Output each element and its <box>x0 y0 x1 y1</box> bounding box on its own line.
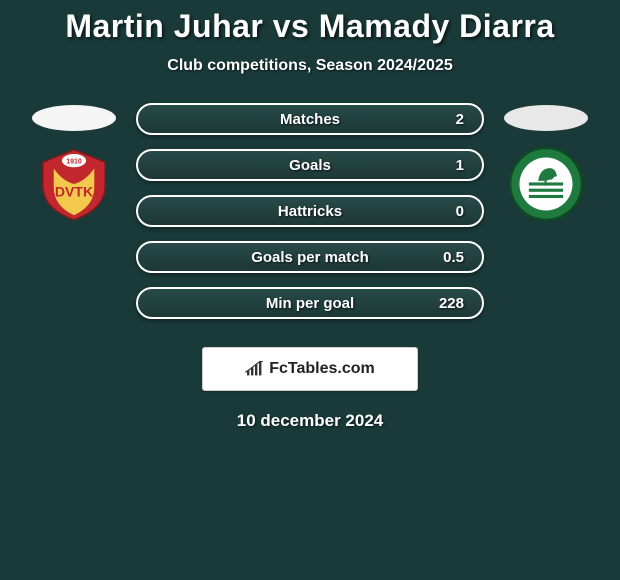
dvtk-crest-icon: 1910 DVTK <box>35 145 113 223</box>
stat-label: Goals <box>289 157 331 174</box>
stat-label: Min per goal <box>266 295 354 312</box>
bar-chart-icon <box>245 361 265 377</box>
main-row: 1910 DVTK Matches 2 Goals 1 Hattricks 0 … <box>0 103 620 319</box>
fctables-logo-bar[interactable]: FcTables.com <box>202 347 418 391</box>
stat-row-matches: Matches 2 <box>136 103 484 135</box>
fctables-logo-text: FcTables.com <box>269 360 375 378</box>
right-oval <box>504 105 588 131</box>
stat-value-right: 1 <box>456 157 464 174</box>
stat-label: Hattricks <box>278 203 342 220</box>
stat-row-hattricks: Hattricks 0 <box>136 195 484 227</box>
left-player-col: 1910 DVTK <box>24 103 124 223</box>
season-subtitle: Club competitions, Season 2024/2025 <box>167 57 452 75</box>
crest-text: DVTK <box>55 183 93 199</box>
stat-value-right: 2 <box>456 111 464 128</box>
stat-label: Goals per match <box>251 249 369 266</box>
left-oval <box>32 105 116 131</box>
snapshot-date: 10 december 2024 <box>237 411 384 431</box>
stat-row-goals: Goals 1 <box>136 149 484 181</box>
stat-label: Matches <box>280 111 340 128</box>
page-title: Martin Juhar vs Mamady Diarra <box>65 8 554 45</box>
stat-row-mpg: Min per goal 228 <box>136 287 484 319</box>
right-player-col <box>496 103 596 223</box>
stat-value-right: 0.5 <box>443 249 464 266</box>
crest-year: 1910 <box>66 159 82 166</box>
comparison-card: Martin Juhar vs Mamady Diarra Club compe… <box>0 0 620 431</box>
stat-value-right: 228 <box>439 295 464 312</box>
stat-row-gpm: Goals per match 0.5 <box>136 241 484 273</box>
stat-value-right: 0 <box>456 203 464 220</box>
green-crest-icon <box>507 145 585 223</box>
stats-column: Matches 2 Goals 1 Hattricks 0 Goals per … <box>136 103 484 319</box>
